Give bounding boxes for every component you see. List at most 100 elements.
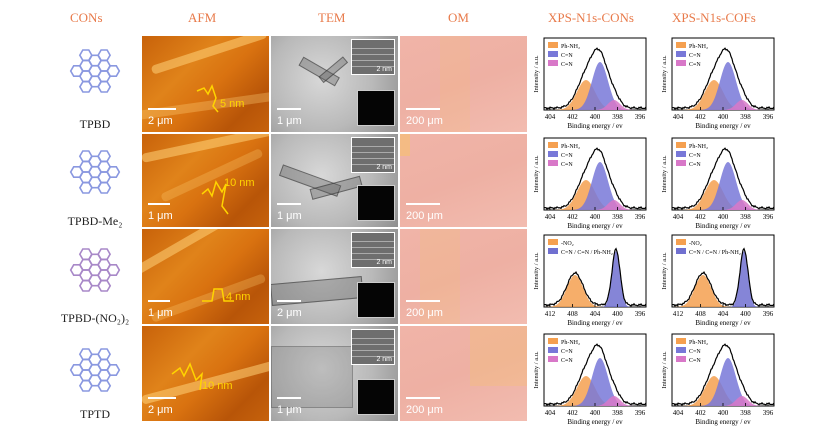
om-image-tpbd-no2: 200 μm [400,229,527,324]
peak-c-triple-n [544,200,646,210]
peak-c-n [544,162,646,210]
legend-label: C=N [689,53,701,59]
xps-cofs-tpbd-me2: Ph-NH₂ C=N C≡N 404 402 400 398 396 Binding energ… [661,137,775,230]
hexagon-ring [106,165,121,179]
y-axis-label: Intensity / a.u. [533,351,540,389]
hrtem-inset: 2 nm [351,137,395,173]
hrtem-scale-label: 2 nm [376,66,392,73]
om-scale-bar: 200 μm [406,115,443,127]
hrtem-scale-label: 2 nm [376,259,392,266]
spectrum-line [671,47,775,111]
tick-label: 402 [567,213,578,221]
hexagon-ring [97,80,112,93]
hexagon-ring [106,263,121,277]
legend-label: Ph-NH₂ [689,144,708,150]
hrtem-scale-label: 2 nm [376,356,392,363]
tick-label: 400 [590,409,601,417]
row-label-tptd: TPTD [80,407,110,421]
tick-label: 404 [590,310,601,318]
legend-swatch [548,142,558,148]
hexagon-ring [69,363,84,377]
tick-label: 400 [740,310,751,318]
hexagon-ring [97,379,112,392]
om-image-tpbd-me2: 200 μm [400,134,527,227]
tick-label: 398 [740,113,751,121]
tick-label: 398 [612,213,623,221]
y-axis-label: Intensity / a.u. [533,252,540,290]
y-axis-label: Intensity / a.u. [661,55,668,93]
tick-label: 402 [695,409,706,417]
tick-label: 404 [545,213,556,221]
hexagon-ring [97,150,112,163]
legend-swatch [676,347,686,353]
tick-label: 398 [612,113,623,121]
tick-label: 402 [695,213,706,221]
x-axis-label: Binding energy / ev [695,122,751,130]
spectrum-line [671,343,775,407]
tick-label: 396 [635,113,646,121]
legend-swatch [548,160,558,166]
legend-label: C=N [689,349,701,355]
x-axis-label: Binding energy / ev [695,418,751,426]
peak-c-triple-n [672,100,774,110]
saed-inset [357,282,395,318]
om-scale-bar: 200 μm [406,307,443,319]
hrtem-inset: 2 nm [351,39,395,75]
tick-label: 412 [673,310,684,318]
tick-label: 402 [567,409,578,417]
legend-label: C=N / C≡N / Ph-NH₂ [561,250,613,256]
header-om: OM [448,10,469,25]
header-cons: CONs [70,10,103,25]
tick-label: 396 [635,213,646,221]
tick-label: 396 [635,310,646,318]
tem-scale-bar: 1 μm [277,210,302,222]
legend-label: C=N [561,349,573,355]
spectrum-line [543,47,647,111]
tick-label: 412 [545,310,556,318]
hexagon-ring [78,379,93,392]
legend-swatch [676,51,686,57]
afm-image-tpbd-no2: 4 nm 1 μm [142,229,269,324]
tick-label: 396 [763,113,774,121]
tick-label: 396 [763,409,774,417]
peak-c-triple-n [672,200,774,210]
tick-label: 396 [635,409,646,417]
y-axis-label: Intensity / a.u. [661,252,668,290]
spectrum-line [671,147,775,211]
hexagon-ring [78,348,93,361]
peak-no2 [672,275,774,307]
hexagon-ring [78,150,93,163]
peak-c-n [672,62,774,110]
legend-label: C≡N [689,62,701,68]
om-image-tpbd: 200 μm [400,36,527,132]
tick-label: 400 [718,113,729,121]
x-axis-label: Binding energy / ev [567,319,623,327]
afm-scale-bar: 2 μm [148,404,173,416]
hexagon-ring [78,279,93,292]
hexagon-ring [78,181,93,194]
peak-cn-combined [544,251,646,307]
legend-label: C=N [561,153,573,159]
legend-swatch [548,42,558,48]
xps-cons-tpbd-no2: -NO₂ C=N / C≡N / Ph-NH₂ 412 408 404 400 396 Bin… [533,234,647,327]
x-axis-label: Binding energy / ev [695,319,751,327]
xps-cons-tpbd: Ph-NH₂ C=N C≡N 404 402 400 398 396 Binding energ… [533,37,647,130]
spectrum-line [671,247,775,308]
tick-label: 404 [545,409,556,417]
legend-label: -NO₂ [689,241,702,247]
spectrum-line [543,343,647,407]
peak-no2 [544,275,646,307]
xps-cons-tptd: Ph-NH₂ C=N C≡N 404 402 400 398 396 Binding energ… [533,333,647,426]
afm-image-tptd: 10 nm 2 μm [142,326,269,421]
y-axis-label: Intensity / a.u. [661,155,668,193]
legend-swatch [676,239,686,245]
tick-label: 400 [590,213,601,221]
legend-swatch [676,248,686,254]
peak-c-triple-n [544,100,646,110]
legend-label: Ph-NH₂ [689,340,708,346]
tick-label: 402 [567,113,578,121]
legend-label: -NO₂ [561,241,574,247]
hrtem-scale-label: 2 nm [376,164,392,171]
header-afm: AFM [188,10,217,25]
